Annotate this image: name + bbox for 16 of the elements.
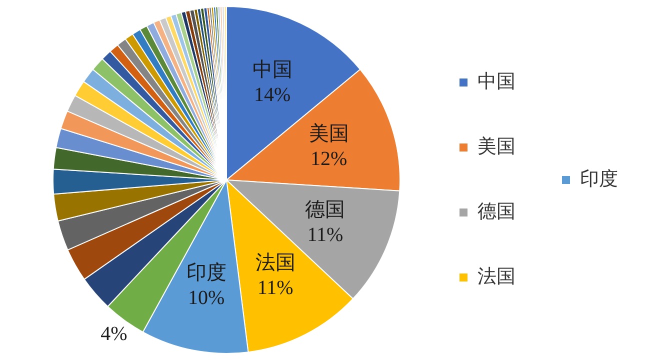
slice-label: 德国 bbox=[305, 198, 346, 221]
data-label: 12% bbox=[310, 148, 348, 170]
legend-label: 美国 bbox=[478, 135, 516, 158]
legend-label: 中国 bbox=[478, 71, 516, 92]
legend-label: 法国 bbox=[478, 266, 516, 288]
data-label: 14% bbox=[254, 84, 291, 106]
data-label: 11% bbox=[257, 277, 294, 300]
slice-label: 印度 bbox=[186, 262, 226, 284]
data-label: 10% bbox=[188, 286, 225, 309]
slice-label: 美国 bbox=[308, 122, 349, 146]
slice-label: 中国 bbox=[252, 58, 292, 81]
data-label: 4% bbox=[100, 323, 128, 346]
slice-label: 法国 bbox=[255, 252, 296, 274]
legend-label: 印度 bbox=[580, 168, 618, 190]
legend-label: 德国 bbox=[478, 201, 516, 222]
data-label: 11% bbox=[307, 224, 344, 246]
